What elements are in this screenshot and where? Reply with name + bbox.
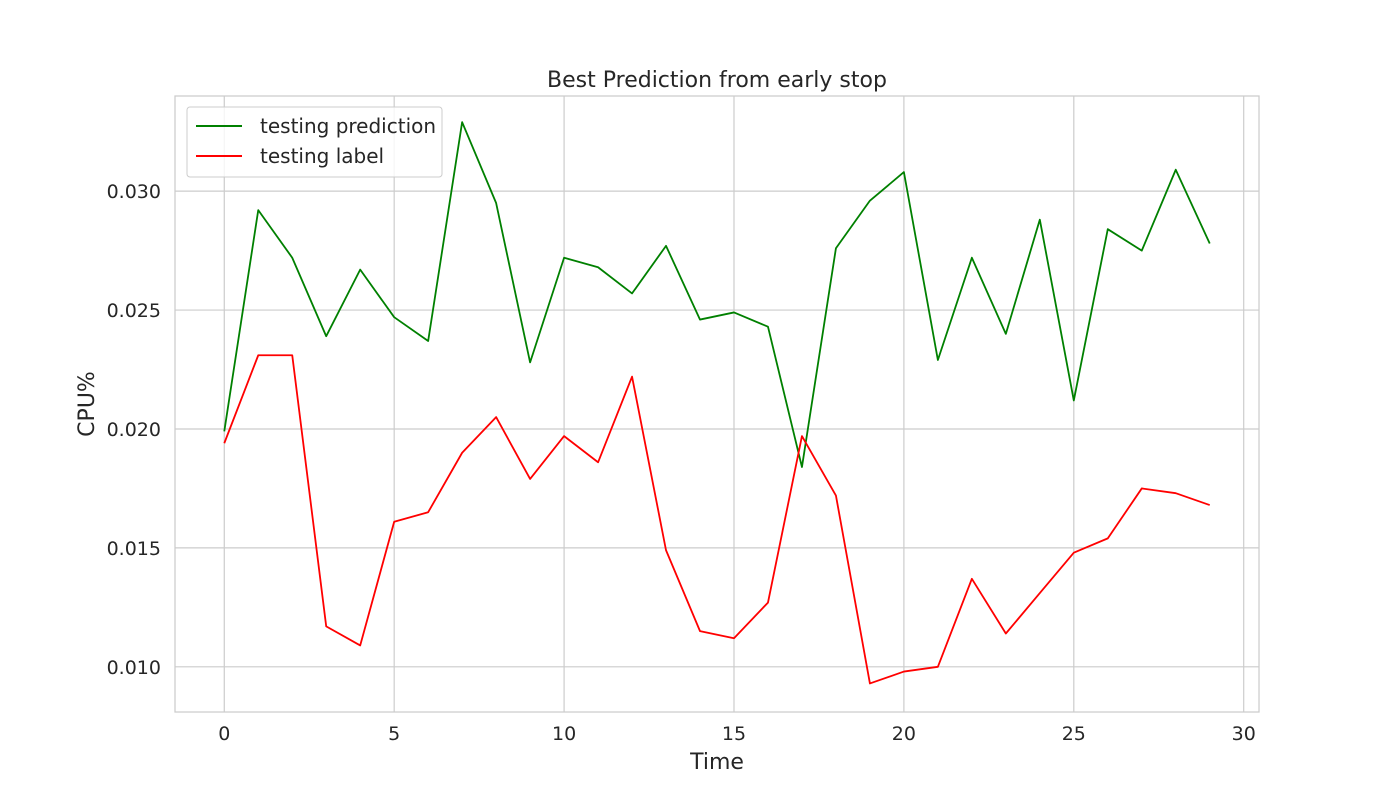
legend-label-testing-label: testing label	[260, 144, 384, 168]
y-tick-label: 0.020	[107, 419, 161, 441]
series-group	[223, 121, 1211, 685]
x-tick-label: 20	[892, 723, 916, 745]
x-tick-label: 0	[218, 723, 230, 745]
x-tick-label: 5	[388, 723, 400, 745]
legend: testing prediction testing label	[186, 106, 443, 178]
y-tick-label: 0.015	[107, 538, 161, 560]
y-axis-label: CPU%	[75, 371, 100, 437]
series-line-testing-prediction	[223, 121, 1211, 468]
y-tick-label: 0.030	[107, 181, 161, 203]
y-axis-ticks: 0.010 0.015 0.020 0.025 0.030	[107, 181, 161, 679]
x-axis-ticks: 0 5 10 15 20 25 30	[218, 723, 1256, 745]
legend-box	[186, 106, 443, 178]
chart-title: Best Prediction from early stop	[547, 68, 887, 93]
x-tick-label: 25	[1062, 723, 1086, 745]
x-axis-label: Time	[689, 750, 744, 775]
y-tick-label: 0.010	[107, 657, 161, 679]
x-tick-label: 15	[722, 723, 746, 745]
x-tick-label: 10	[552, 723, 576, 745]
series-line-testing-label	[223, 354, 1211, 685]
x-tick-label: 30	[1232, 723, 1256, 745]
plot-area-frame	[174, 95, 1260, 713]
grid	[175, 96, 1259, 712]
y-tick-label: 0.025	[107, 300, 161, 322]
legend-label-testing-prediction: testing prediction	[260, 114, 436, 138]
